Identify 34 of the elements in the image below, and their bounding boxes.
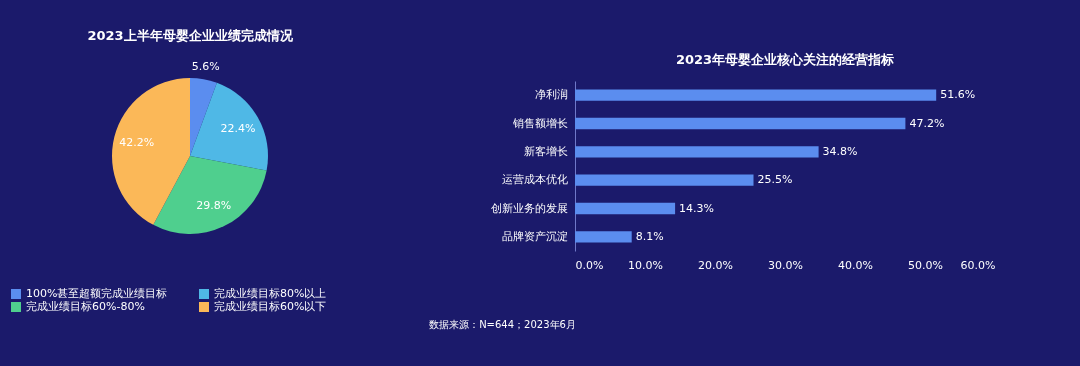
x-tick-label: 30.0%	[768, 258, 803, 272]
y-tick-label: 运营成本优化	[501, 173, 568, 187]
legend-label: 完成业绩目标80%以上	[214, 287, 327, 300]
y-tick-label: 新客增长	[523, 144, 568, 158]
data-label: 51.6%	[940, 88, 976, 102]
data-label: 22.4%	[220, 121, 256, 135]
data-label: 42.2%	[119, 135, 155, 149]
pie-slice	[190, 82, 268, 171]
y-tick-label: 销售额增长	[511, 116, 568, 130]
legend-label: 完成业绩目标60%以下	[214, 300, 327, 313]
data-label: 34.8%	[822, 144, 858, 158]
x-tick-label: 20.0%	[698, 258, 733, 272]
data-label: 5.6%	[191, 60, 220, 74]
y-tick-label: 品牌资产沉淀	[501, 229, 568, 243]
y-tick-label: 创新业务的发展	[490, 201, 568, 215]
chart-title: 2023上半年母婴企业业绩完成情况	[87, 28, 294, 44]
x-tick-label: 50.0%	[908, 258, 943, 272]
legend-label: 完成业绩目标60%-80%	[26, 300, 145, 313]
data-label: 29.8%	[196, 198, 232, 212]
pie-slice	[112, 78, 190, 225]
x-tick-label: 60.0%	[960, 258, 996, 272]
pie-slice	[153, 156, 267, 234]
source-note: 数据来源：N=644；2023年6月	[429, 319, 576, 330]
data-label: 47.2%	[909, 116, 945, 130]
x-tick-label: 40.0%	[838, 258, 873, 272]
legend-label: 100%甚至超额完成业绩目标	[26, 287, 168, 300]
pie-slice	[190, 78, 217, 156]
chart-title: 2023年母婴企业核心关注的经营指标	[675, 52, 895, 67]
y-tick-label: 净利润	[534, 88, 568, 102]
data-label: 8.1%	[635, 229, 664, 243]
data-label: 25.5%	[757, 173, 793, 187]
x-tick-label: 10.0%	[628, 258, 663, 272]
x-tick-label: 0.0%	[575, 258, 604, 272]
data-label: 14.3%	[679, 201, 715, 215]
